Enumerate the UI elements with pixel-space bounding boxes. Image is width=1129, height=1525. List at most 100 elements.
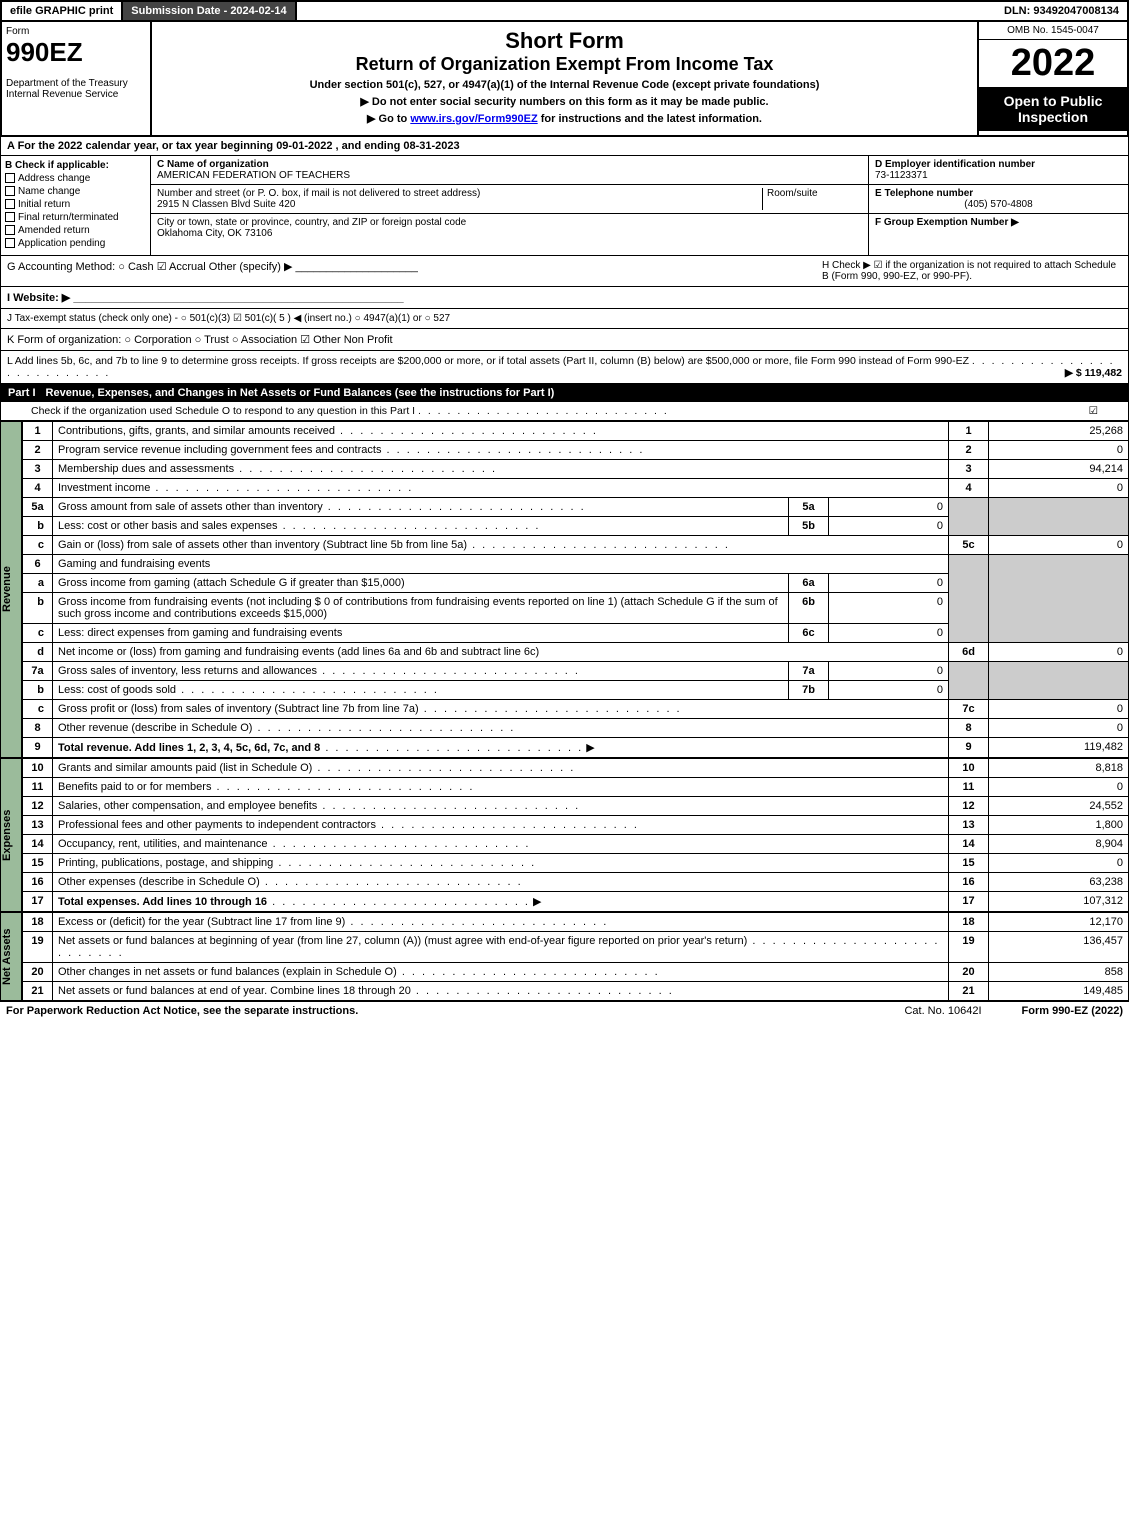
netassets-vlabel: Net Assets bbox=[0, 912, 22, 1001]
open-to-public: Open to Public Inspection bbox=[979, 87, 1127, 131]
line-desc: Total expenses. Add lines 10 through 16 bbox=[58, 896, 267, 908]
line-desc: Professional fees and other payments to … bbox=[58, 819, 376, 831]
b-header: B Check if applicable: bbox=[5, 160, 146, 171]
line-desc: Gaming and fundraising events bbox=[53, 555, 949, 574]
goto-pre: ▶ Go to bbox=[367, 113, 410, 125]
line-18: 18Excess or (deficit) for the year (Subt… bbox=[23, 913, 1129, 932]
line-desc: Gross income from gaming (attach Schedul… bbox=[53, 574, 789, 593]
netassets-table: 18Excess or (deficit) for the year (Subt… bbox=[22, 912, 1129, 1001]
line-desc: Total revenue. Add lines 1, 2, 3, 4, 5c,… bbox=[58, 742, 320, 754]
line-5c: cGain or (loss) from sale of assets othe… bbox=[23, 536, 1129, 555]
row-k-form-org: K Form of organization: ○ Corporation ○ … bbox=[0, 329, 1129, 351]
line-7c: cGross profit or (loss) from sales of in… bbox=[23, 700, 1129, 719]
irs-link[interactable]: www.irs.gov/Form990EZ bbox=[410, 113, 537, 125]
part-i-checkbox[interactable]: ☑ bbox=[1089, 405, 1098, 417]
line-6d: dNet income or (loss) from gaming and fu… bbox=[23, 643, 1129, 662]
street-value: 2915 N Classen Blvd Suite 420 bbox=[157, 199, 762, 210]
row-j-tax-exempt: J Tax-exempt status (check only one) - ○… bbox=[0, 309, 1129, 329]
line-desc: Printing, publications, postage, and shi… bbox=[58, 857, 273, 869]
org-name-row: C Name of organization AMERICAN FEDERATI… bbox=[151, 156, 868, 185]
cb-name-change[interactable]: Name change bbox=[5, 186, 146, 197]
line-16: 16Other expenses (describe in Schedule O… bbox=[23, 873, 1129, 892]
line-desc: Gross amount from sale of assets other t… bbox=[58, 501, 323, 513]
accounting-method: G Accounting Method: ○ Cash ☑ Accrual Ot… bbox=[7, 260, 822, 282]
line-14: 14Occupancy, rent, utilities, and mainte… bbox=[23, 835, 1129, 854]
line-12: 12Salaries, other compensation, and empl… bbox=[23, 797, 1129, 816]
form-label: Form bbox=[6, 26, 146, 37]
cb-application-pending[interactable]: Application pending bbox=[5, 238, 146, 249]
line-desc: Net assets or fund balances at beginning… bbox=[58, 935, 747, 947]
line-5a: 5aGross amount from sale of assets other… bbox=[23, 498, 1129, 517]
h-schedule-b: H Check ▶ ☑ if the organization is not r… bbox=[822, 260, 1122, 282]
line-desc: Gross income from fundraising events (no… bbox=[53, 593, 789, 624]
header-mid: Short Form Return of Organization Exempt… bbox=[152, 22, 977, 135]
ein-value: 73-1123371 bbox=[875, 170, 1122, 181]
cb-label: Amended return bbox=[18, 225, 90, 236]
city-label: City or town, state or province, country… bbox=[157, 217, 862, 228]
line-7a: 7aGross sales of inventory, less returns… bbox=[23, 662, 1129, 681]
group-exemption-row: F Group Exemption Number ▶ bbox=[869, 214, 1128, 231]
expenses-table: 10Grants and similar amounts paid (list … bbox=[22, 758, 1129, 912]
line-desc: Less: cost of goods sold bbox=[58, 684, 176, 696]
revenue-table: 1Contributions, gifts, grants, and simil… bbox=[22, 421, 1129, 758]
phone-row: E Telephone number (405) 570-4808 bbox=[869, 185, 1128, 214]
d-label: D Employer identification number bbox=[875, 159, 1122, 170]
line-19: 19Net assets or fund balances at beginni… bbox=[23, 932, 1129, 963]
title-return: Return of Organization Exempt From Incom… bbox=[158, 54, 971, 75]
form-number: 990EZ bbox=[6, 37, 146, 68]
header-right: OMB No. 1545-0047 2022 Open to Public In… bbox=[977, 22, 1127, 135]
l-text: L Add lines 5b, 6c, and 7b to line 9 to … bbox=[7, 355, 969, 367]
line-desc: Net assets or fund balances at end of ye… bbox=[58, 985, 411, 997]
line-20: 20Other changes in net assets or fund ba… bbox=[23, 963, 1129, 982]
e-label: E Telephone number bbox=[875, 188, 1122, 199]
line-15: 15Printing, publications, postage, and s… bbox=[23, 854, 1129, 873]
line-2: 2Program service revenue including gover… bbox=[23, 441, 1129, 460]
row-g-h: G Accounting Method: ○ Cash ☑ Accrual Ot… bbox=[0, 256, 1129, 287]
omb-number: OMB No. 1545-0047 bbox=[979, 22, 1127, 40]
header-left: Form 990EZ Department of the Treasury In… bbox=[2, 22, 152, 135]
netassets-section: Net Assets 18Excess or (deficit) for the… bbox=[0, 912, 1129, 1001]
c-name-label: C Name of organization bbox=[157, 159, 862, 170]
cb-label: Address change bbox=[18, 173, 90, 184]
section-b-through-f: B Check if applicable: Address change Na… bbox=[0, 156, 1129, 256]
line-desc: Contributions, gifts, grants, and simila… bbox=[58, 425, 335, 437]
phone-value: (405) 570-4808 bbox=[875, 199, 1122, 210]
line-6: 6Gaming and fundraising events bbox=[23, 555, 1129, 574]
part-i-sub-text: Check if the organization used Schedule … bbox=[31, 405, 415, 417]
cb-address-change[interactable]: Address change bbox=[5, 173, 146, 184]
city-row: City or town, state or province, country… bbox=[151, 214, 868, 242]
subtitle-link: ▶ Go to www.irs.gov/Form990EZ for instru… bbox=[158, 112, 971, 125]
line-desc: Salaries, other compensation, and employ… bbox=[58, 800, 317, 812]
cb-final-return[interactable]: Final return/terminated bbox=[5, 212, 146, 223]
line-desc: Other expenses (describe in Schedule O) bbox=[58, 876, 260, 888]
line-desc: Occupancy, rent, utilities, and maintena… bbox=[58, 838, 268, 850]
cb-amended-return[interactable]: Amended return bbox=[5, 225, 146, 236]
dept-label: Department of the Treasury Internal Reve… bbox=[6, 78, 146, 100]
title-short-form: Short Form bbox=[158, 28, 971, 54]
revenue-section: Revenue 1Contributions, gifts, grants, a… bbox=[0, 421, 1129, 758]
line-desc: Other changes in net assets or fund bala… bbox=[58, 966, 397, 978]
cb-label: Initial return bbox=[18, 199, 70, 210]
revenue-vlabel: Revenue bbox=[0, 421, 22, 758]
cb-initial-return[interactable]: Initial return bbox=[5, 199, 146, 210]
line-desc: Less: direct expenses from gaming and fu… bbox=[53, 624, 789, 643]
room-label: Room/suite bbox=[762, 188, 862, 210]
footer-form: Form 990-EZ (2022) bbox=[1022, 1005, 1123, 1017]
street-row: Number and street (or P. O. box, if mail… bbox=[151, 185, 868, 214]
org-name: AMERICAN FEDERATION OF TEACHERS bbox=[157, 170, 862, 181]
line-desc: Less: cost or other basis and sales expe… bbox=[58, 520, 278, 532]
line-11: 11Benefits paid to or for members110 bbox=[23, 778, 1129, 797]
goto-post: for instructions and the latest informat… bbox=[538, 113, 762, 125]
cb-label: Application pending bbox=[18, 238, 105, 249]
row-a-taxyear: A For the 2022 calendar year, or tax yea… bbox=[0, 137, 1129, 156]
expenses-vlabel: Expenses bbox=[0, 758, 22, 912]
line-desc: Benefits paid to or for members bbox=[58, 781, 211, 793]
submission-date: Submission Date - 2024-02-14 bbox=[123, 2, 296, 20]
row-l-gross-receipts: L Add lines 5b, 6c, and 7b to line 9 to … bbox=[0, 351, 1129, 384]
efile-label[interactable]: efile GRAPHIC print bbox=[2, 2, 123, 20]
footer-cat: Cat. No. 10642I bbox=[904, 1005, 981, 1017]
line-desc: Grants and similar amounts paid (list in… bbox=[58, 762, 312, 774]
expenses-section: Expenses 10Grants and similar amounts pa… bbox=[0, 758, 1129, 912]
tax-year: 2022 bbox=[979, 40, 1127, 87]
cb-label: Final return/terminated bbox=[18, 212, 119, 223]
